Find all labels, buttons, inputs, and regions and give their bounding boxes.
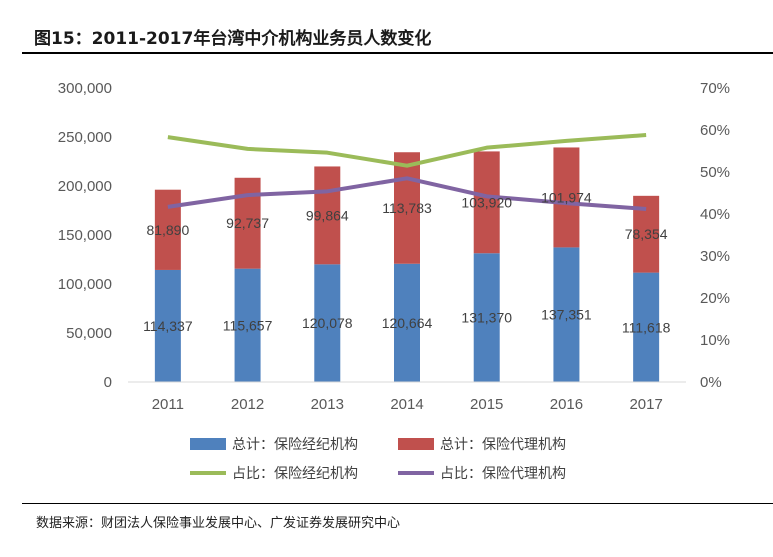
x-tick-label: 2015: [470, 396, 503, 413]
data-label-agency: 99,864: [306, 207, 349, 223]
line-series-agency-share: [167, 176, 647, 211]
legend-label: 总计：保险代理机构: [440, 437, 566, 453]
y-right-tick-label: 10%: [700, 332, 730, 349]
legend-label: 总计：保险经纪机构: [232, 437, 358, 453]
line-series-brokerage-share: [167, 133, 647, 168]
bar-segment-brokerage: [234, 268, 261, 382]
y-left-tick-label: 150,000: [58, 227, 112, 244]
bar-segment-brokerage: [394, 263, 420, 382]
data-label-agency: 78,354: [625, 226, 668, 242]
y-left-tick-label: 200,000: [58, 178, 112, 195]
data-label-agency: 103,920: [461, 194, 512, 210]
x-tick-label: 2014: [390, 396, 423, 413]
legend-label: 占比：保险代理机构: [440, 466, 566, 482]
bar-segment-agency: [553, 147, 580, 248]
top-rule: [22, 52, 773, 54]
data-label-agency: 113,783: [382, 200, 432, 216]
legend-swatch: [190, 438, 226, 450]
y-left-tick-label: 300,000: [58, 80, 112, 97]
data-label-brokerage: 131,370: [461, 310, 512, 326]
x-tick-label: 2016: [550, 396, 583, 413]
bar-segment-agency: [394, 152, 420, 264]
y-right-tick-label: 20%: [700, 290, 730, 307]
data-label-agency: 92,737: [226, 215, 269, 231]
y-left-tick-label: 250,000: [58, 129, 112, 146]
x-tick-label: 2013: [311, 396, 344, 413]
x-tick-label: 2012: [231, 396, 264, 413]
data-label-brokerage: 120,078: [302, 315, 353, 331]
figure-title: 图15：2011-2017年台湾中介机构业务员人数变化: [34, 29, 432, 49]
bar-segment-agency: [314, 166, 341, 265]
y-right-tick-label: 60%: [700, 122, 730, 139]
data-label-brokerage: 137,351: [541, 307, 592, 323]
legend-label: 占比：保险经纪机构: [232, 466, 358, 482]
y-left-tick-label: 100,000: [58, 276, 112, 293]
y-right-tick-label: 0%: [700, 374, 722, 391]
y-right-tick-label: 30%: [700, 248, 730, 265]
bar-segment-agency: [154, 189, 181, 270]
bottom-rule: [22, 503, 773, 504]
bar-segment-brokerage: [473, 253, 500, 382]
y-right-tick-label: 50%: [700, 164, 730, 181]
data-label-agency: 81,890: [146, 222, 189, 238]
data-label-brokerage: 111,618: [622, 319, 671, 335]
y-left-tick-label: 50,000: [66, 325, 112, 342]
data-label-brokerage: 120,664: [382, 315, 433, 331]
y-right-tick-label: 40%: [700, 206, 730, 223]
source-note: 数据来源：财团法人保险事业发展中心、广发证券发展研究中心: [36, 516, 401, 531]
bar-segment-agency: [473, 151, 500, 254]
data-label-agency: 101,974: [541, 189, 592, 205]
x-tick-label: 2017: [629, 396, 662, 413]
bar-segment-brokerage: [154, 269, 181, 382]
data-label-brokerage: 114,337: [143, 318, 193, 334]
bar-segment-brokerage: [633, 272, 660, 382]
bar-segment-brokerage: [314, 264, 341, 382]
y-left-tick-label: 0: [104, 374, 112, 391]
x-tick-label: 2011: [152, 396, 184, 413]
y-right-tick-label: 70%: [700, 80, 730, 97]
bar-segment-brokerage: [553, 247, 580, 382]
legend-swatch: [398, 438, 434, 450]
data-label-brokerage: 115,657: [223, 317, 273, 333]
